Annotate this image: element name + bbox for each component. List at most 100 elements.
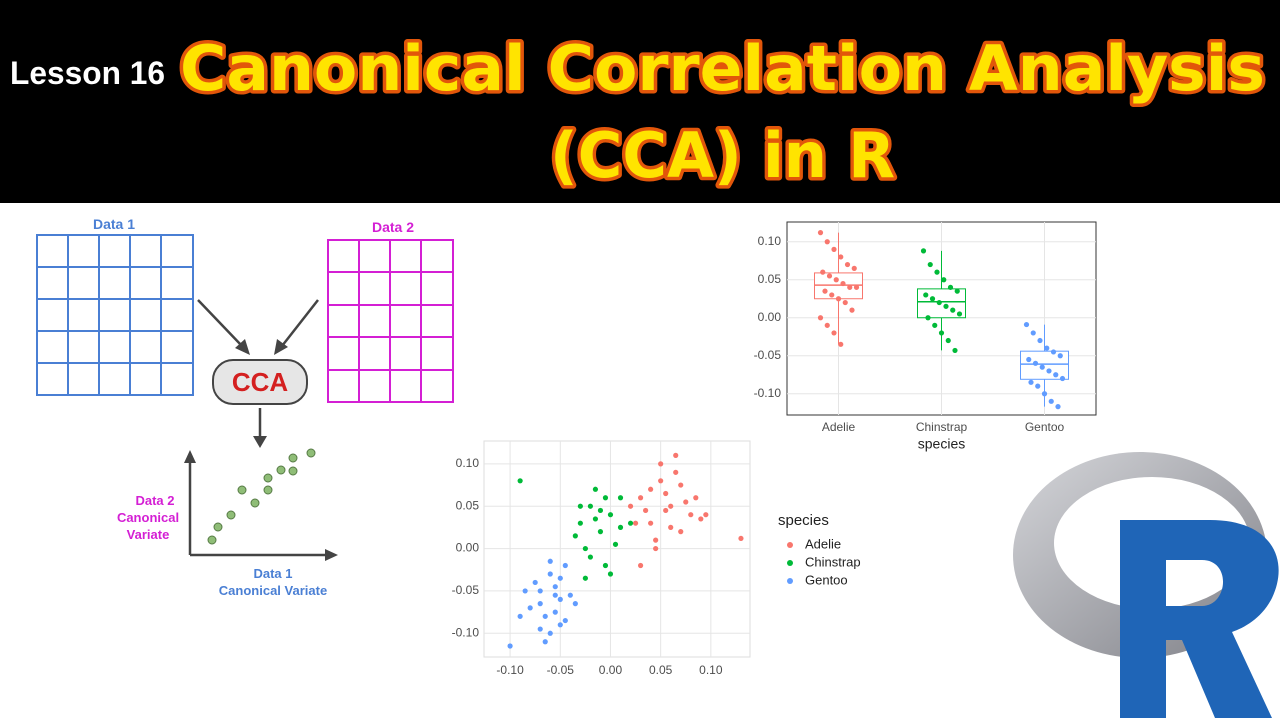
y-tick-label: -0.10 [452, 625, 480, 639]
jitter-point [1050, 349, 1057, 355]
cca-label: CCA [232, 367, 289, 397]
jitter-point [844, 261, 851, 268]
jitter-point [1037, 337, 1043, 344]
title-line: Canonical Correlation Analysis [180, 32, 1265, 105]
legend-label: Gentoo [805, 572, 848, 587]
jitter-point [824, 322, 830, 328]
jitter-point [817, 230, 824, 236]
scatter-point [572, 601, 578, 607]
jitter-point [1028, 379, 1034, 385]
legend-key [787, 542, 793, 548]
jitter-point [849, 307, 855, 313]
y-tick-label: -0.10 [754, 386, 782, 400]
jitter-point [853, 284, 860, 290]
scatter-point [517, 613, 523, 619]
scatter-point [547, 558, 553, 564]
scatter-point [507, 643, 513, 649]
scatter-point [673, 469, 679, 475]
jitter-point [954, 288, 960, 294]
jitter-point [1026, 356, 1032, 363]
jitter-point [929, 296, 936, 302]
scatter-point [572, 533, 578, 539]
jitter-point [945, 337, 951, 344]
scatter-point [632, 520, 639, 526]
axis-label: Variate [127, 527, 170, 542]
jitter-point [838, 254, 844, 260]
scatter-point [607, 512, 614, 518]
y-tick-label: 0.00 [758, 310, 782, 324]
jitter-point [943, 303, 949, 309]
legend-label: Adelie [805, 536, 841, 551]
jitter-point [1053, 372, 1059, 378]
grid-label: Data 1 [93, 216, 135, 232]
legend-label: Chinstrap [805, 554, 861, 569]
jitter-point [927, 261, 933, 268]
x-axis-label: species [918, 436, 965, 452]
scatter-point [648, 520, 654, 526]
scatter-point [617, 524, 624, 531]
scatter-point [683, 499, 689, 505]
scatter-point [602, 495, 609, 501]
scatter-point [703, 512, 709, 518]
y-tick-label: -0.05 [452, 583, 480, 597]
scatter-point [542, 639, 548, 645]
jitter-point [847, 284, 853, 290]
scatter-point [668, 503, 674, 509]
scatter-point [592, 516, 599, 522]
jitter-point [1030, 330, 1036, 336]
scatter-point [562, 562, 568, 569]
scatter-point [587, 554, 594, 560]
legend-key [787, 578, 793, 584]
jitter-point [1035, 383, 1041, 389]
x-tick-label: 0.05 [649, 663, 673, 677]
scatter-point [547, 630, 553, 636]
illustration-points [207, 448, 316, 545]
jitter-point [950, 307, 956, 313]
arrows [184, 299, 338, 561]
jitter-point [820, 269, 826, 275]
jitter-point [1055, 404, 1061, 410]
scatter-point [587, 503, 594, 509]
scatter-point [552, 609, 558, 615]
jitter-point [1041, 391, 1048, 397]
jitter-point [1039, 364, 1045, 370]
y-tick-label: 0.10 [758, 234, 782, 248]
cca-diagram: Data 1 Data 2 CCA Data 2 Canonical Varia… [36, 216, 454, 598]
scatter-point [668, 524, 674, 531]
jitter-point [934, 269, 940, 275]
jitter-point [923, 292, 929, 298]
jitter-point [920, 248, 927, 254]
y-tick-label: -0.05 [754, 348, 782, 362]
jitter-point [936, 299, 942, 306]
jitter-point [1023, 321, 1030, 328]
scatter-point [547, 571, 553, 577]
jitter-point [952, 347, 958, 354]
axis-label: Canonical [117, 510, 179, 525]
header-band [0, 0, 1280, 203]
x-tick-label: 0.10 [699, 663, 723, 677]
jitter-point [851, 265, 857, 271]
scatter-point [693, 495, 699, 501]
scatter-point [582, 545, 588, 552]
scatter-point [582, 575, 588, 581]
scatter-point [577, 503, 583, 509]
scatter-point [648, 486, 654, 492]
scatter-point [637, 562, 644, 569]
data1-grid [36, 234, 194, 396]
scatter-point [537, 626, 543, 632]
scatter-point [552, 584, 558, 590]
jitter-point [817, 315, 824, 321]
jitter-point [829, 292, 835, 298]
y-tick-label: 0.10 [456, 456, 480, 470]
scatter-point [688, 512, 694, 518]
x-tick-label: Gentoo [1025, 420, 1065, 434]
x-tick-label: Adelie [822, 420, 856, 434]
jitter-point [1044, 345, 1050, 351]
scatter-point [522, 588, 528, 594]
legend-title: species [778, 512, 829, 529]
axis-label: Canonical Variate [219, 583, 327, 598]
scatter-point [617, 495, 624, 501]
scatter-point [673, 452, 679, 458]
jitter-point [947, 284, 954, 290]
jitter-point [925, 315, 931, 321]
